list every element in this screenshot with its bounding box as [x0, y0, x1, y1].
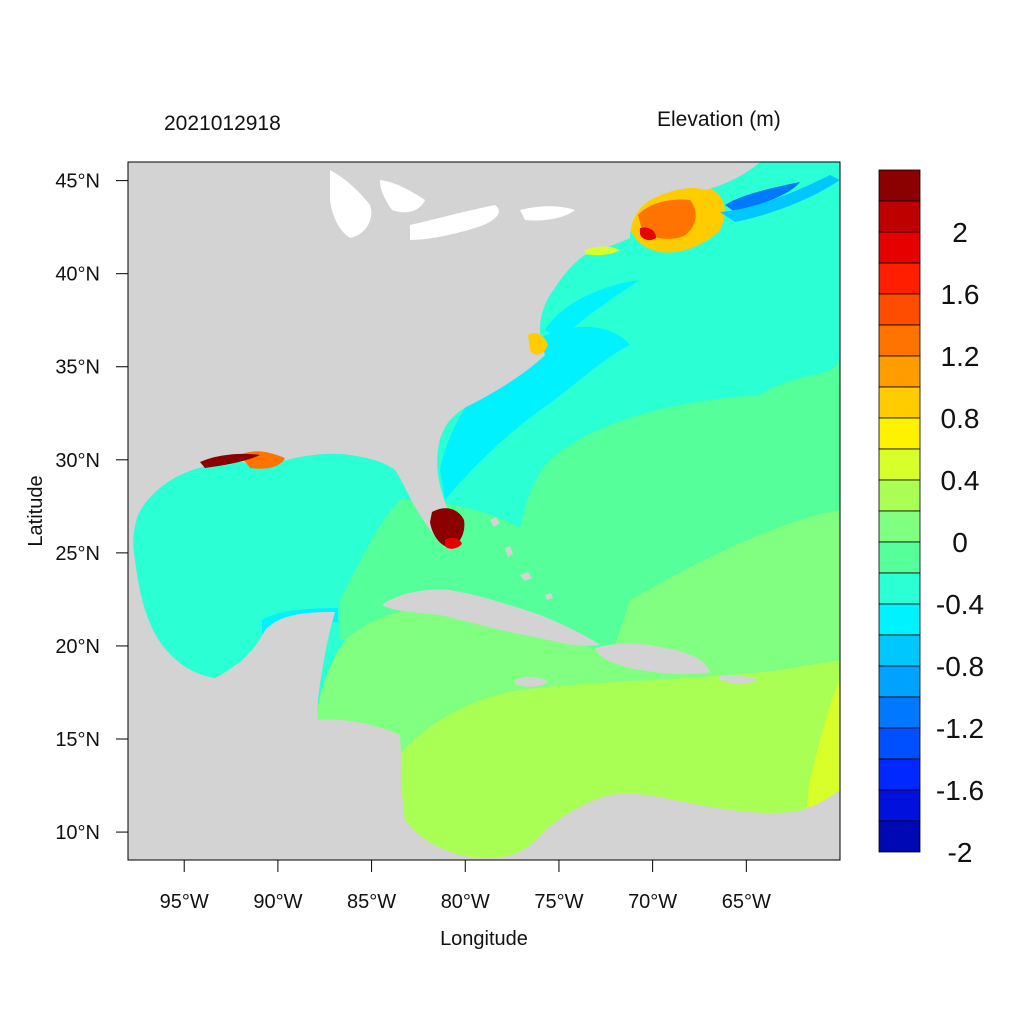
lat-tick-label: 35°N [55, 357, 100, 379]
colorbar-swatch [878, 355, 921, 388]
long-island-band [585, 246, 620, 256]
carolina-surge [528, 333, 548, 355]
nova-scotia-negative [725, 182, 800, 212]
scotian-shelf-negative [720, 175, 840, 222]
lon-tick-label: 70°W [628, 891, 677, 913]
colorbar-label: -1.2 [936, 713, 984, 744]
lat-tick-label: 30°N [55, 450, 100, 472]
gulf-of-maine-core [638, 199, 696, 239]
florida-surge [430, 508, 465, 548]
lon-tick-label: 80°W [441, 891, 490, 913]
colorbar-swatch [878, 386, 921, 419]
colorbar-label: -0.4 [936, 589, 984, 620]
shelf-negative-field [440, 326, 630, 500]
lat-axis: 45°N 40°N 35°N 30°N 25°N 20°N 15°N 10°N [55, 171, 128, 844]
map-frame [127, 161, 841, 861]
lon-tick-label: 75°W [534, 891, 583, 913]
legend-labels: 2 1.6 1.2 0.8 0.4 0 -0.4 -0.8 -1.2 -1.6 -2 [936, 217, 984, 868]
colorbar-label: 2 [952, 217, 968, 248]
colorbar-label: 0 [952, 527, 968, 558]
colorbar-label: -0.8 [936, 651, 984, 682]
colorbar-label: -1.6 [936, 775, 984, 806]
puerto-rico-land [720, 675, 758, 684]
colorbar-swatch [878, 758, 921, 791]
colorbar-swatch [878, 541, 921, 574]
florida-surge-edge [445, 537, 462, 549]
lat-tick-label: 45°N [55, 171, 100, 193]
colorbar-swatch [878, 200, 921, 233]
lat-tick-label: 40°N [55, 264, 100, 286]
great-lakes [330, 170, 575, 240]
lon-tick-label: 85°W [347, 891, 396, 913]
datetime-label: 2021012918 [164, 112, 281, 135]
colorbar-swatch [878, 479, 921, 512]
y-axis-title: Latitude [25, 475, 47, 546]
legend-colorbar [878, 169, 921, 853]
mexico-central-america-land [128, 560, 840, 860]
colorbar-swatch [878, 696, 921, 729]
colorbar-swatch [878, 727, 921, 760]
cape-cod-peak [640, 227, 656, 241]
lat-tick-label: 10°N [55, 822, 100, 844]
colorbar-swatch [878, 665, 921, 698]
map-plot-area [128, 162, 840, 860]
shelf-negative-north [545, 280, 640, 340]
bahamas-islands [490, 517, 553, 600]
lon-tick-label: 65°W [722, 891, 771, 913]
lat-tick-label: 15°N [55, 729, 100, 751]
colorbar-swatch [878, 448, 921, 481]
colorbar-label: 1.2 [941, 341, 980, 372]
colorbar-swatch [878, 510, 921, 543]
colorbar-label: 1.6 [941, 279, 980, 310]
lat-tick-label: 25°N [55, 543, 100, 565]
colorbar-swatch [878, 169, 921, 202]
colorbar-swatch [878, 262, 921, 295]
lon-tick-label: 95°W [160, 891, 209, 913]
colorbar-swatch [878, 634, 921, 667]
colorbar-swatch [878, 603, 921, 636]
louisiana-surge-core [200, 453, 260, 468]
variable-label: Elevation (m) [657, 108, 781, 131]
colorbar-label: 0.4 [941, 465, 980, 496]
jamaica-land [515, 676, 548, 687]
colorbar-swatch [878, 417, 921, 450]
colorbar-swatch [878, 231, 921, 264]
lon-tick-label: 90°W [253, 891, 302, 913]
hispaniola-land [595, 643, 710, 675]
colorbar-swatch [878, 293, 921, 326]
lat-tick-label: 20°N [55, 636, 100, 658]
colorbar-swatch [878, 572, 921, 605]
colorbar-swatch [878, 789, 921, 822]
colorbar-swatch [878, 820, 921, 853]
cuba-land [382, 589, 600, 646]
colorbar-label: 0.8 [941, 403, 980, 434]
colorbar-swatch [878, 324, 921, 357]
x-axis-title: Longitude [440, 928, 528, 950]
lon-axis: 95°W 90°W 85°W 80°W 75°W 70°W 65°W [160, 860, 771, 913]
north-america-land [128, 162, 760, 560]
colorbar-label: -2 [948, 837, 973, 868]
